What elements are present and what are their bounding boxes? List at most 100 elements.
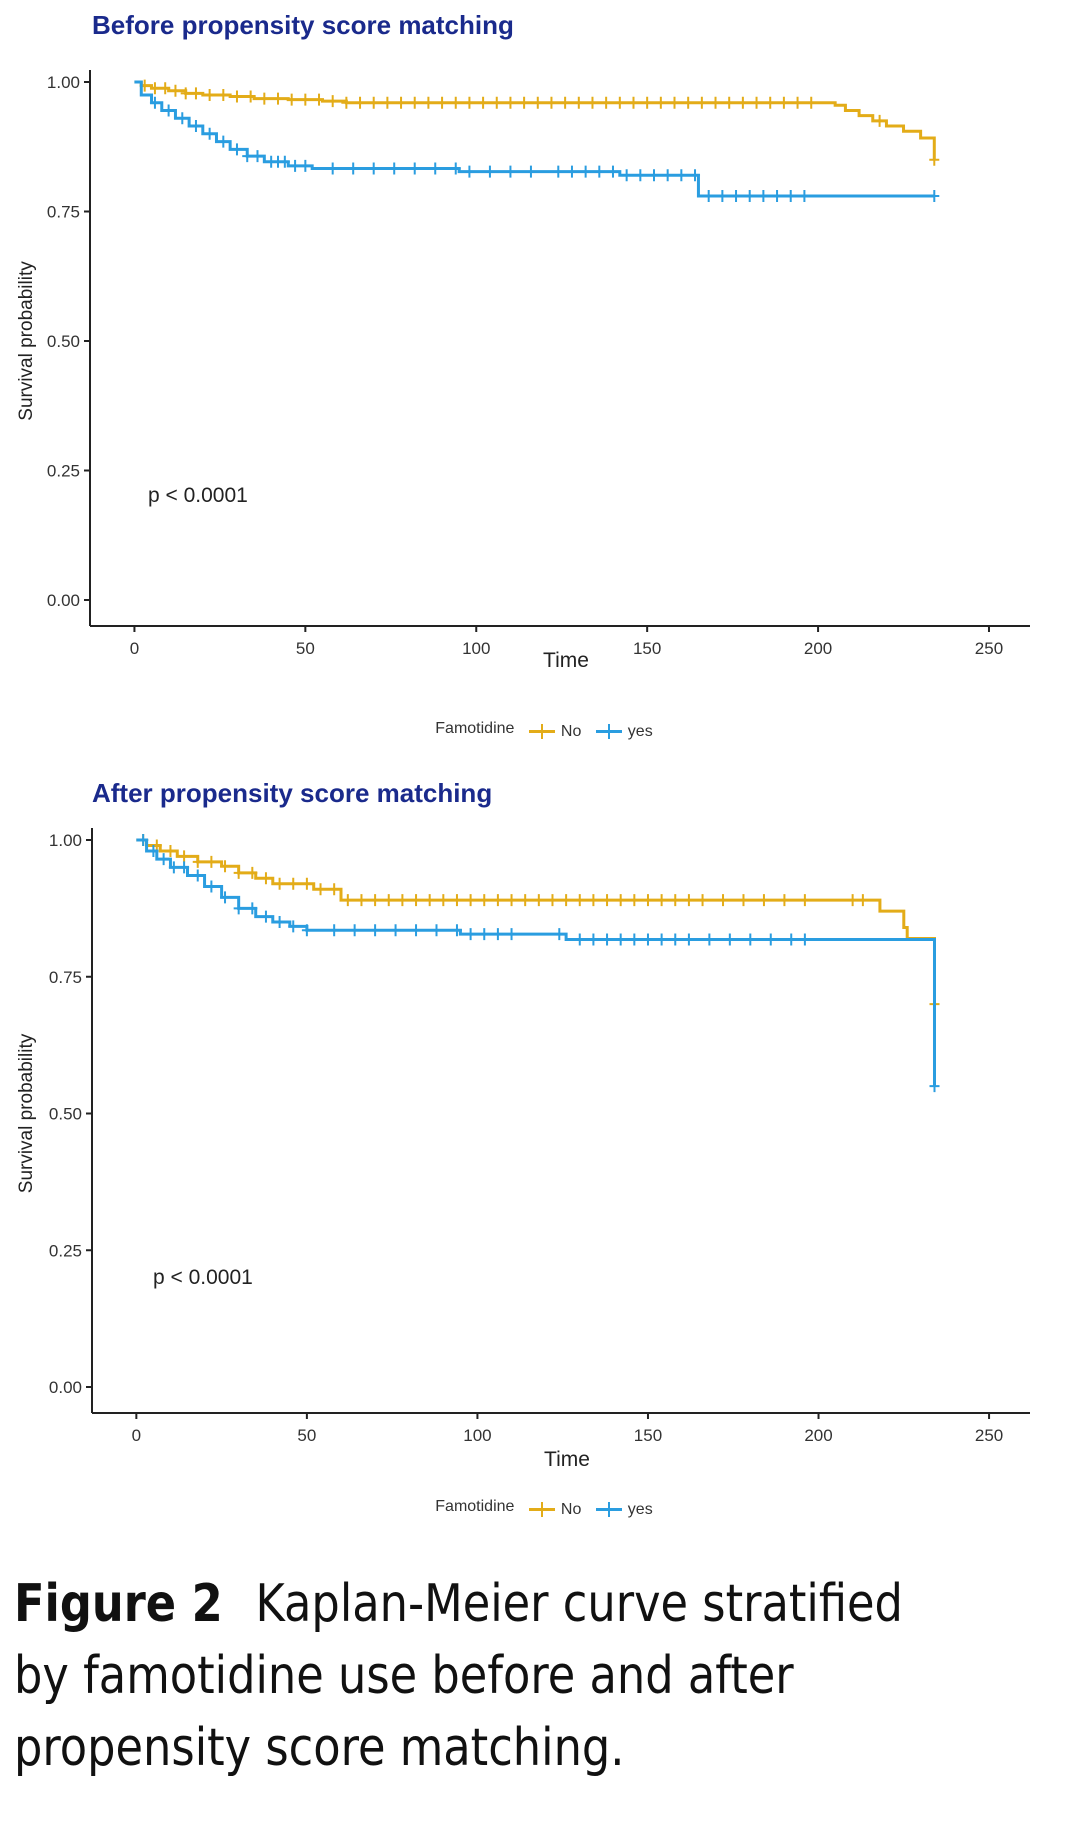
censor-mark-yes [242,150,253,163]
censor-mark-yes [349,924,360,937]
censor-mark-yes [553,165,564,178]
censor-mark-yes [247,902,258,915]
censor-mark-no [424,894,435,907]
censor-mark-no [806,96,817,109]
y-tick-label: 0.00 [47,591,80,610]
survival-curve-no [134,80,936,160]
censor-mark-yes [929,1080,940,1093]
y-tick-label: 0.50 [47,332,80,351]
p-value-annotation: p < 0.0001 [148,484,248,507]
censor-mark-no [696,96,707,109]
censor-mark-no [206,855,217,868]
censor-mark-yes [389,162,400,175]
x-tick-label: 100 [463,1426,491,1445]
survival-curve-yes [134,80,935,198]
censor-mark-no [642,894,653,907]
censor-mark-yes [451,924,462,937]
x-tick-label: 50 [297,1426,316,1445]
censor-mark-yes [594,165,605,178]
censor-mark-no [180,87,191,100]
censor-mark-yes [607,165,618,178]
censor-mark-yes [717,189,728,202]
censor-mark-yes [206,880,217,893]
censor-mark-no [274,877,285,890]
censor-mark-yes [765,933,776,946]
censor-mark-no [683,96,694,109]
censor-mark-yes [724,933,735,946]
censor-mark-no [179,850,190,863]
censor-mark-yes [190,120,201,133]
censor-mark-yes [588,933,599,946]
censor-mark-yes [450,162,461,175]
censor-mark-yes [279,155,290,168]
censor-mark-yes [220,891,231,904]
censor-mark-no [382,96,393,109]
censor-mark-no [533,894,544,907]
censor-mark-no [737,96,748,109]
censor-mark-yes [301,924,312,937]
x-tick-label: 150 [633,639,661,658]
censor-mark-yes [525,165,536,178]
censor-mark-no [300,93,311,106]
censor-mark-no [315,883,326,896]
censor-mark-yes [465,928,476,941]
censor-mark-no [929,153,940,166]
censor-mark-no [301,877,312,890]
censor-mark-no [383,894,394,907]
censor-mark-yes [300,159,311,172]
censor-mark-no [149,82,160,95]
censor-mark-yes [431,924,442,937]
censor-mark-no [479,894,490,907]
censor-mark-no [519,96,530,109]
censor-mark-no [231,90,242,103]
censor-mark-yes [192,869,203,882]
caption-text: Kaplan-Meier curve stratified by famotid… [14,1574,903,1778]
censor-mark-yes [602,933,613,946]
censor-mark-no [342,894,353,907]
censor-mark-no [656,894,667,907]
censor-mark-yes [554,928,565,941]
censor-mark-yes [662,169,673,182]
censor-mark-yes [252,150,263,163]
censor-mark-no [491,96,502,109]
censor-mark-no [724,96,735,109]
legend-item-yes: yes [595,722,653,741]
censor-mark-no [758,894,769,907]
censor-mark-yes [670,933,681,946]
censor-mark-no [327,95,338,108]
y-tick-label: 0.25 [49,1241,82,1260]
censor-mark-no [464,96,475,109]
legend-label-yes: yes [627,722,653,740]
censor-mark-yes [799,189,810,202]
legend: Famotidine No yes [0,1498,1088,1519]
censor-mark-yes [580,165,591,178]
censor-mark-yes [163,104,174,117]
censor-mark-no [573,96,584,109]
censor-mark-no [765,96,776,109]
x-tick-label: 250 [975,1426,1003,1445]
y-tick-label: 0.75 [47,203,80,222]
x-tick-label: 50 [296,639,315,658]
censor-mark-yes [430,162,441,175]
censor-mark-yes [566,165,577,178]
y-tick-label: 0.00 [49,1378,82,1397]
censor-mark-yes [574,933,585,946]
x-tick-label: 0 [130,639,139,658]
censor-mark-yes [158,853,169,866]
censor-mark-yes [785,189,796,202]
censor-mark-no [561,894,572,907]
censor-mark-yes [479,928,490,941]
censor-mark-yes [621,169,632,182]
legend-label-no: No [560,722,582,740]
censor-mark-yes [642,933,653,946]
censor-mark-yes [744,189,755,202]
censor-mark-no [396,96,407,109]
censor-mark-no [669,96,680,109]
censor-mark-yes [629,933,640,946]
x-tick-label: 150 [634,1426,662,1445]
x-tick-label: 250 [975,639,1003,658]
censor-mark-no [628,96,639,109]
censor-mark-yes [505,165,516,178]
censor-mark-no [697,894,708,907]
censor-mark-yes [370,924,381,937]
